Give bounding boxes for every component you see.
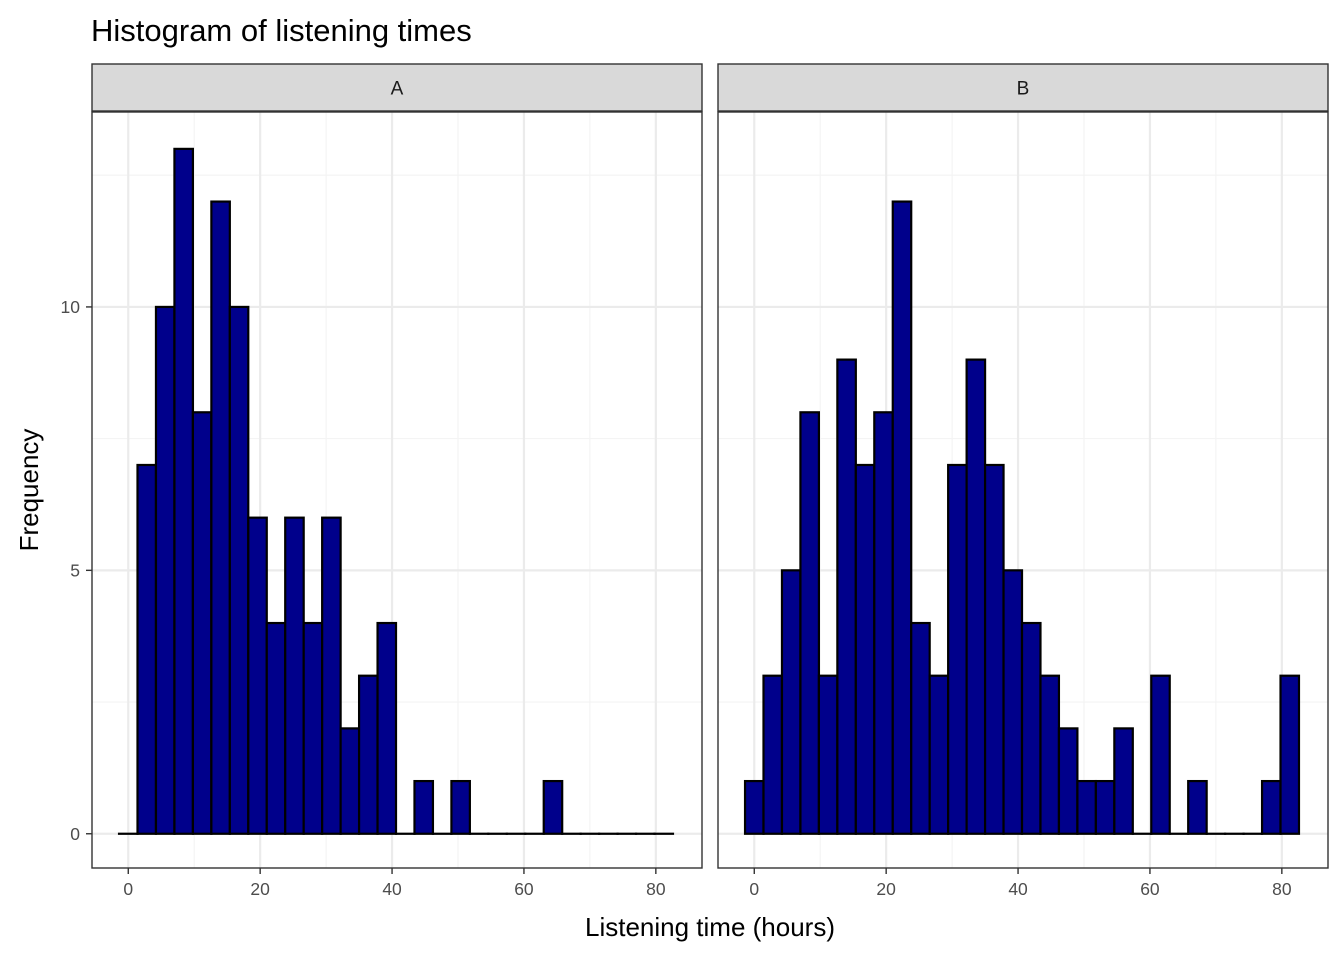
histogram-bar <box>836 358 857 835</box>
x-tick-label: 80 <box>1272 879 1292 899</box>
histogram-bar <box>799 411 820 835</box>
histogram-bar <box>854 463 876 835</box>
x-tick-label: 20 <box>250 879 270 899</box>
x-tick-label: 0 <box>123 879 133 899</box>
facet-strip <box>91 63 703 112</box>
histogram-bar <box>910 621 931 835</box>
histogram-bar <box>1002 569 1024 835</box>
histogram-bar <box>1260 779 1282 835</box>
x-axis-title: Listening time (hours) <box>585 912 835 942</box>
histogram-bar <box>762 674 784 835</box>
histogram-bar <box>191 411 213 835</box>
panel-b: B 0 20 40 60 80 <box>717 63 1329 899</box>
histogram-bar <box>928 674 950 835</box>
facet-panels: A 0 20 40 60 80 0 5 10 B 0 20 40 60 80 <box>61 63 1329 899</box>
y-tick-label: 10 <box>61 297 81 317</box>
histogram-bar <box>1057 727 1079 835</box>
x-tick-label: 60 <box>514 879 534 899</box>
histogram-bar <box>450 779 471 835</box>
histogram-bar <box>265 621 287 835</box>
histogram-bar <box>817 674 839 835</box>
x-tick-label: 60 <box>1140 879 1160 899</box>
histogram-bar <box>542 779 564 835</box>
histogram-bar <box>173 147 194 835</box>
y-axis-title: Frequency <box>14 429 44 552</box>
histogram-bar <box>891 200 913 835</box>
histogram-bar <box>154 305 176 835</box>
facet-strip <box>717 63 1329 112</box>
histogram-bar <box>136 463 158 835</box>
chart-title: Histogram of listening times <box>91 13 472 48</box>
histogram-bar <box>947 463 968 835</box>
histogram-bar <box>376 621 398 835</box>
histogram-bar <box>247 516 268 835</box>
panel-border <box>91 111 703 869</box>
x-tick-label: 80 <box>646 879 666 899</box>
histogram-bar <box>210 200 231 835</box>
x-tick-label: 20 <box>876 879 896 899</box>
histogram-bar <box>983 463 1005 835</box>
histogram-bar <box>965 358 987 835</box>
histogram-bar <box>1113 727 1134 835</box>
x-tick-label: 0 <box>749 879 759 899</box>
histogram-bar <box>1094 779 1116 835</box>
histogram-bar <box>780 569 802 835</box>
facet-strip-label: A <box>391 79 404 100</box>
x-tick-label: 40 <box>1008 879 1028 899</box>
histogram-bar <box>413 779 435 835</box>
y-tick-label: 0 <box>70 824 80 844</box>
panel-border <box>717 111 1329 869</box>
histogram-bar <box>1279 674 1301 835</box>
y-tick-label: 5 <box>70 560 80 580</box>
panel-a: A 0 20 40 60 80 0 5 10 <box>61 63 703 899</box>
histogram-bar <box>1187 779 1208 835</box>
histogram-bar <box>1020 621 1042 835</box>
histogram-bar <box>357 674 379 835</box>
histogram-bar <box>302 621 324 835</box>
histogram-bar <box>284 516 305 835</box>
histogram-bar <box>1039 674 1061 835</box>
histogram-bar <box>339 727 361 835</box>
histogram-bar <box>228 305 250 835</box>
histogram-bar <box>743 779 765 835</box>
x-tick-label: 40 <box>382 879 402 899</box>
facet-strip-label: B <box>1017 79 1030 100</box>
histogram-bar <box>1150 674 1171 835</box>
histogram-bar <box>1076 779 1097 835</box>
histogram-bar <box>321 516 342 835</box>
histogram-bar <box>873 411 894 835</box>
